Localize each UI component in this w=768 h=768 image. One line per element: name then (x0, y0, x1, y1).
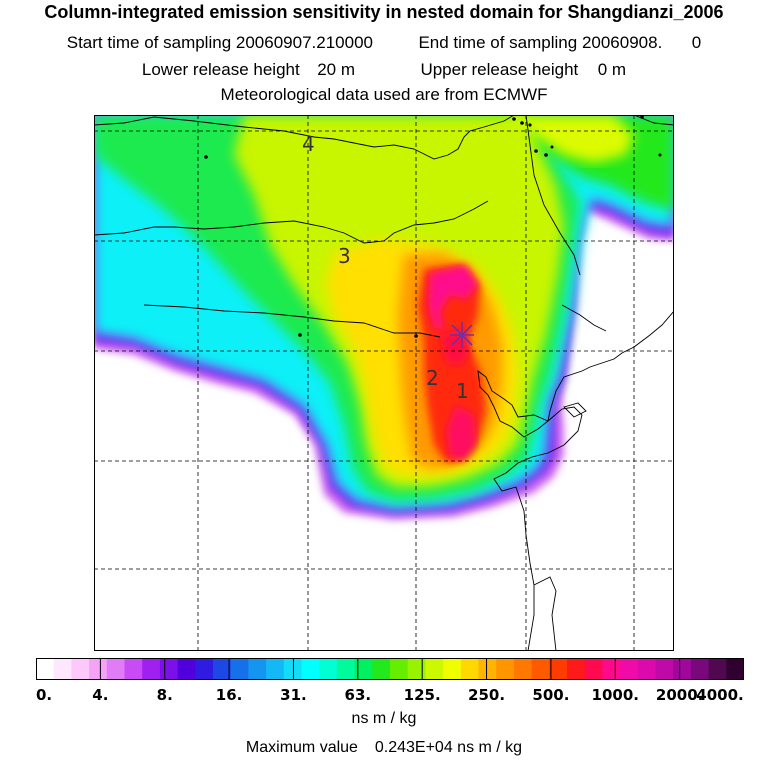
colorbar-swatch (496, 658, 515, 680)
colorbar-swatch (159, 658, 179, 680)
colorbar-swatch (248, 658, 267, 680)
colorbar-swatch (354, 658, 373, 680)
colorbar-swatch (372, 658, 391, 680)
lower-value: 20 m (317, 60, 355, 79)
colorbar-swatch (390, 658, 409, 680)
colorbar-swatch (195, 658, 214, 680)
border-north (94, 200, 489, 244)
border-peninsula (533, 576, 557, 651)
upper-label: Upper release height (420, 60, 579, 79)
maximum-value: Maximum value 0.243E+04 ns m / kg (0, 739, 768, 757)
coastlines-borders (94, 115, 674, 651)
colorbar-swatch (726, 658, 744, 680)
colorbar-swatch (478, 658, 497, 680)
colorbar-swatch (213, 658, 232, 680)
colorbar-tick-label: 63. (345, 686, 372, 704)
plot-title: Column-integrated emission sensitivity i… (44, 2, 724, 22)
max-value: 0.243E+04 (374, 739, 453, 756)
lake-dots (204, 115, 662, 338)
colorbar-tick-label: 2000. (656, 686, 703, 704)
label-2: 2 (426, 366, 439, 390)
colorbar-tick-label: 4000. (696, 686, 743, 704)
colorbar-swatch (124, 658, 143, 680)
coastline-bay (477, 370, 549, 438)
colorbar-swatch (690, 658, 710, 680)
colorbar: 0. 4. 8. 16. 31. 63. 125. 250. 500. 1000. 2000.400… (36, 658, 744, 704)
colorbar-tick-label: 16. (216, 686, 243, 704)
colorbar-swatch (460, 658, 479, 680)
colorbar-frame (36, 658, 744, 680)
upper-value: 0 m (597, 60, 627, 79)
colorbar-swatch (443, 658, 462, 680)
lat-lon-grid (94, 115, 674, 651)
met-data-note: Meteorological data used are from ECMWF (220, 85, 548, 104)
contour-peak-south (446, 405, 476, 461)
colorbar-swatch (584, 658, 603, 680)
colorbar-swatch (142, 658, 161, 680)
colorbar-swatch (106, 658, 125, 680)
colorbar-swatch (637, 658, 656, 680)
colorbar-swatch (425, 658, 444, 680)
colorbar-swatch (177, 658, 196, 680)
cluster-labels: 1 2 3 4 (302, 132, 469, 403)
colorbar-swatch (230, 658, 249, 680)
colorbar-swatch (531, 658, 550, 680)
colorbar-tick-label: 8. (157, 686, 173, 704)
coastline-islands (563, 402, 587, 418)
colorbar-tick-label: 31. (280, 686, 307, 704)
map-frame (94, 115, 674, 651)
end-value: 20060908. (581, 33, 663, 52)
colorbar-swatch (708, 658, 727, 680)
colorbar-ticks (36, 658, 744, 680)
border-northwest (94, 115, 515, 160)
end-suffix: 0 (691, 33, 702, 52)
start-value: 20060907.210000 (235, 33, 373, 52)
colorbar-swatch (567, 658, 586, 680)
border-east (525, 115, 581, 276)
colorbar-swatch (513, 658, 533, 680)
contour-yellowgreen-ne (504, 115, 634, 163)
colorbar-tick-label: 250. (468, 686, 505, 704)
label-1: 1 (456, 379, 469, 403)
contour-peak-north (428, 265, 478, 331)
end-label: End time of sampling (418, 33, 578, 52)
receptor-star-icon (450, 322, 474, 348)
colorbar-tick-label: 500. (532, 686, 569, 704)
start-label: Start time of sampling (66, 33, 232, 52)
lower-label: Lower release height (141, 60, 300, 79)
border-ne-shore (561, 304, 607, 332)
colorbar-swatch (407, 658, 426, 680)
colorbar-swatch (655, 658, 674, 680)
colorbar-labels: 0. 4. 8. 16. 31. 63. 125. 250. 500. 1000. 2000.400… (36, 686, 744, 704)
colorbar-swatches (36, 658, 744, 680)
max-label: Maximum value (245, 739, 358, 756)
max-units: ns m / kg (457, 739, 523, 756)
colorbar-tick-label: 4. (92, 686, 108, 704)
colorbar-tick-label: 1000. (592, 686, 639, 704)
colorbar-swatch (301, 658, 320, 680)
sampling-times: Start time of sampling 20060907.210000 E… (0, 33, 768, 53)
colorbar-swatch (673, 658, 692, 680)
sensitivity-field (94, 115, 674, 520)
border-inner (143, 304, 441, 338)
colorbar-swatch (336, 658, 356, 680)
colorbar-swatch (319, 658, 338, 680)
colorbar-swatch (53, 658, 72, 680)
label-4: 4 (302, 132, 315, 156)
release-heights: Lower release height 20 m Upper release … (0, 60, 768, 80)
coastline (493, 310, 674, 651)
colorbar-swatch (602, 658, 621, 680)
colorbar-tick-label: 125. (404, 686, 441, 704)
colorbar-swatch (36, 658, 55, 680)
colorbar-swatch (620, 658, 639, 680)
label-3: 3 (338, 244, 351, 268)
emission-sensitivity-map: 1 2 3 4 (94, 115, 674, 651)
colorbar-swatch (266, 658, 285, 680)
colorbar-swatch (283, 658, 302, 680)
colorbar-swatch (71, 658, 90, 680)
colorbar-units: ns m / kg (351, 710, 417, 727)
colorbar-swatch (89, 658, 108, 680)
colorbar-tick-label: 0. (36, 686, 52, 704)
colorbar-swatch (549, 658, 568, 680)
